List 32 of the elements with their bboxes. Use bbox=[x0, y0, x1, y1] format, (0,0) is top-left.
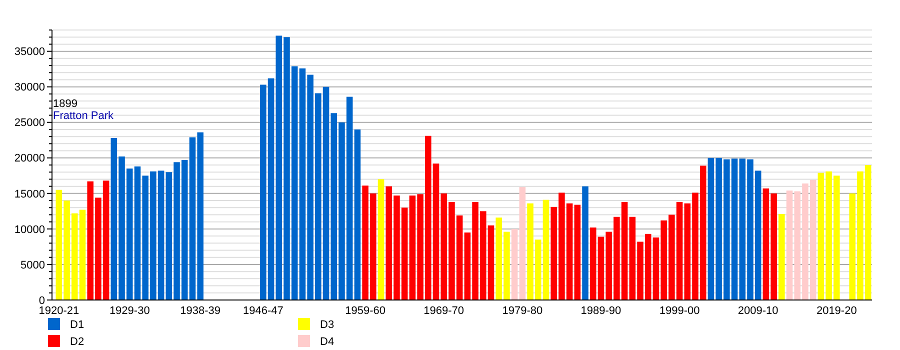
bar bbox=[511, 228, 518, 300]
annotation: 1899 bbox=[53, 98, 78, 110]
legend-label: D2 bbox=[70, 336, 84, 348]
x-tick-label: 2009-10 bbox=[738, 305, 778, 317]
y-tick-label: 35000 bbox=[14, 46, 45, 58]
legend-label: D1 bbox=[70, 319, 84, 331]
y-tick-label: 15000 bbox=[14, 188, 45, 200]
bar bbox=[354, 129, 361, 300]
x-tick-label: 1929-30 bbox=[109, 305, 150, 317]
x-tick-label: 1938-39 bbox=[180, 305, 221, 317]
legend-label: D4 bbox=[320, 336, 334, 348]
legend-label: D3 bbox=[320, 319, 334, 331]
x-tick-label: 1989-90 bbox=[580, 305, 622, 317]
x-tick-label: 2019-20 bbox=[816, 305, 857, 317]
x-tick-label: 1999-00 bbox=[659, 305, 700, 317]
bar bbox=[582, 186, 588, 300]
x-tick-label: 1979-80 bbox=[502, 305, 543, 317]
x-tick-label: 1946-47 bbox=[242, 305, 284, 317]
y-tick-label: 30000 bbox=[14, 82, 45, 94]
bar bbox=[378, 179, 384, 300]
y-tick-label: 10000 bbox=[14, 224, 45, 236]
y-tick-label: 5000 bbox=[20, 259, 45, 272]
bar bbox=[574, 204, 581, 300]
y-tick-label: 0 bbox=[38, 294, 45, 307]
y-tick-label: 25000 bbox=[14, 117, 45, 130]
bar bbox=[778, 214, 785, 300]
x-tick-label: 1920-21 bbox=[38, 305, 80, 317]
bar bbox=[519, 187, 526, 300]
x-tick-label: 1969-70 bbox=[424, 305, 464, 317]
annotation: Fratton Park bbox=[53, 110, 114, 122]
y-tick-label: 20000 bbox=[14, 152, 45, 165]
x-tick-label: 1959-60 bbox=[345, 305, 386, 317]
